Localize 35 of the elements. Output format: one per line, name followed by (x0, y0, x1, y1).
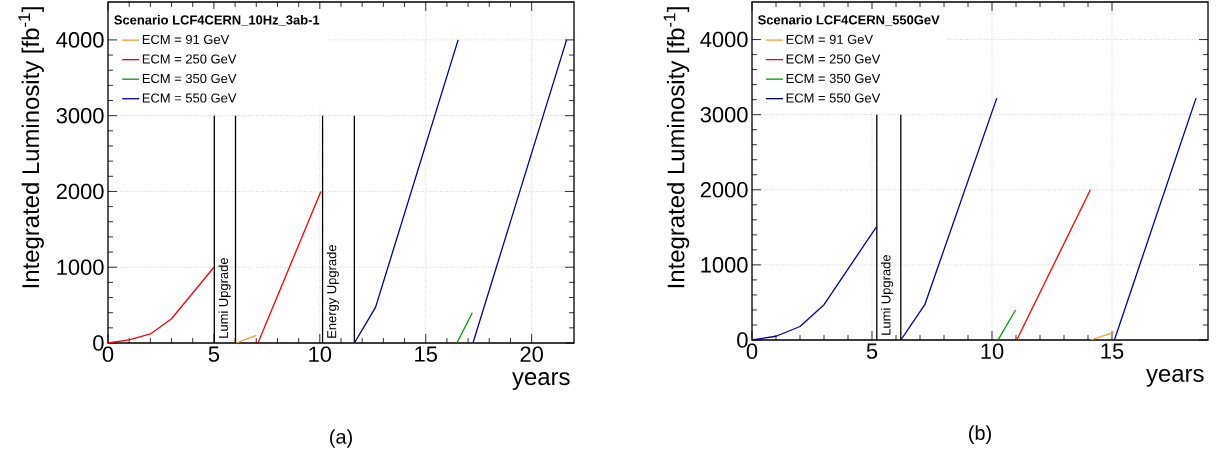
legend-label: ECM = 550 GeV (142, 93, 237, 103)
x-tick-label: 20 (520, 346, 543, 363)
y-tick-label: 3000 (56, 107, 104, 124)
y-tick-label: 4000 (56, 32, 104, 48)
legend-title: Scenario LCF4CERN_10Hz_3ab-1 (114, 15, 320, 26)
x-tick-label: 5 (866, 343, 878, 359)
x-tick-label: 10 (981, 343, 1004, 360)
legend-label: ECM = 350 GeV (142, 73, 237, 84)
y-tick-label: 2000 (700, 182, 748, 198)
x-tick-label: 5 (208, 346, 220, 362)
text: (a) (330, 429, 352, 448)
y-tick-label: 4000 (700, 31, 748, 48)
y-axis-title: Integrated Luminosity [fb$^{-1}$] (663, 7, 690, 288)
y-axis-title: Integrated Luminosity [fb$^{-1}$] (18, 7, 44, 288)
y-tick-label: 2000 (56, 183, 104, 200)
x-tick-label: 15 (1101, 343, 1124, 359)
legend-label: ECM = 91 GeV (142, 34, 230, 45)
y-tick-label: 1000 (57, 259, 104, 275)
x-tick-label: 10 (309, 346, 332, 363)
text: (b) (969, 425, 991, 444)
ref-line-label: Lumi Upgrade (881, 255, 894, 335)
legend-label: ECM = 250 GeV (786, 54, 881, 64)
y-tick-label: 0 (737, 332, 748, 348)
legend-label: ECM = 350 GeV (786, 73, 881, 84)
ref-line-label: Lumi Upgrade (218, 258, 231, 338)
legend-label: ECM = 250 GeV (142, 54, 237, 64)
legend-title: Scenario LCF4CERN_550GeV (758, 14, 940, 26)
legend-label: ECM = 91 GeV (786, 34, 874, 44)
x-axis-title: years (512, 372, 570, 390)
ref-line-label: Energy Upgrade (326, 245, 339, 338)
x-axis-title: years (1146, 368, 1204, 387)
legend-label: ECM = 550 GeV (786, 93, 881, 103)
y-tick-label: 3000 (700, 106, 748, 123)
y-tick-label: 1000 (701, 257, 748, 273)
x-tick-label: 15 (415, 346, 437, 362)
